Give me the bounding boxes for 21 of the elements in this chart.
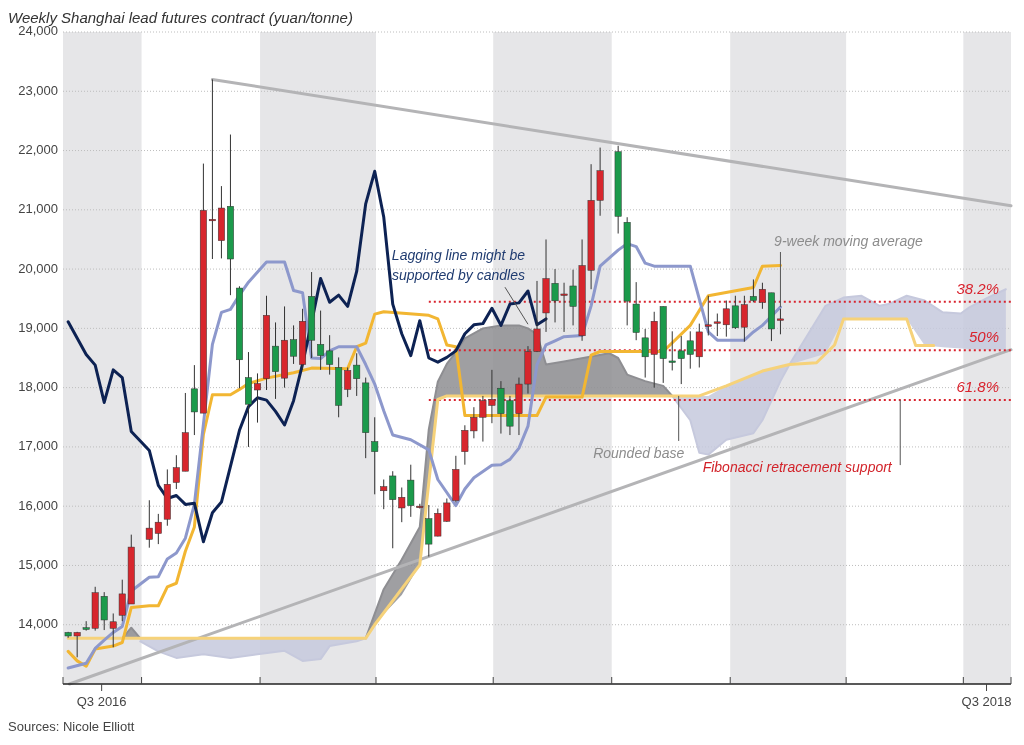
annotation: Lagging line might be supported by candles [391,247,526,284]
y-tick-label: 16,000 [18,497,58,513]
y-tick-label: 21,000 [18,201,58,217]
source-note: Sources: Nicole Elliott [8,719,135,734]
chart-title: Weekly Shanghai lead futures contract (yuan/tonne) [8,9,353,26]
annotation: Fibonacci retracement support [702,459,893,476]
x-tick-label: Q3 2016 [76,694,127,709]
y-tick-label: 22,000 [18,141,58,157]
y-tick-label: 18,000 [18,379,58,395]
series-label: 38.2% [956,279,999,297]
y-tick-label: 15,000 [18,556,58,572]
y-tick-label: 17,000 [18,438,58,454]
series-label: 61.8% [956,378,999,396]
series-label: 50% [968,328,999,346]
annotation: 9-week moving average [774,233,923,250]
x-tick-label: Q3 2018 [961,694,1012,709]
y-tick-label: 23,000 [18,82,58,98]
y-tick-label: 20,000 [18,260,58,276]
annotation: Rounded base [593,444,685,461]
y-tick-label: 19,000 [18,319,58,335]
y-tick-label: 14,000 [18,616,58,632]
